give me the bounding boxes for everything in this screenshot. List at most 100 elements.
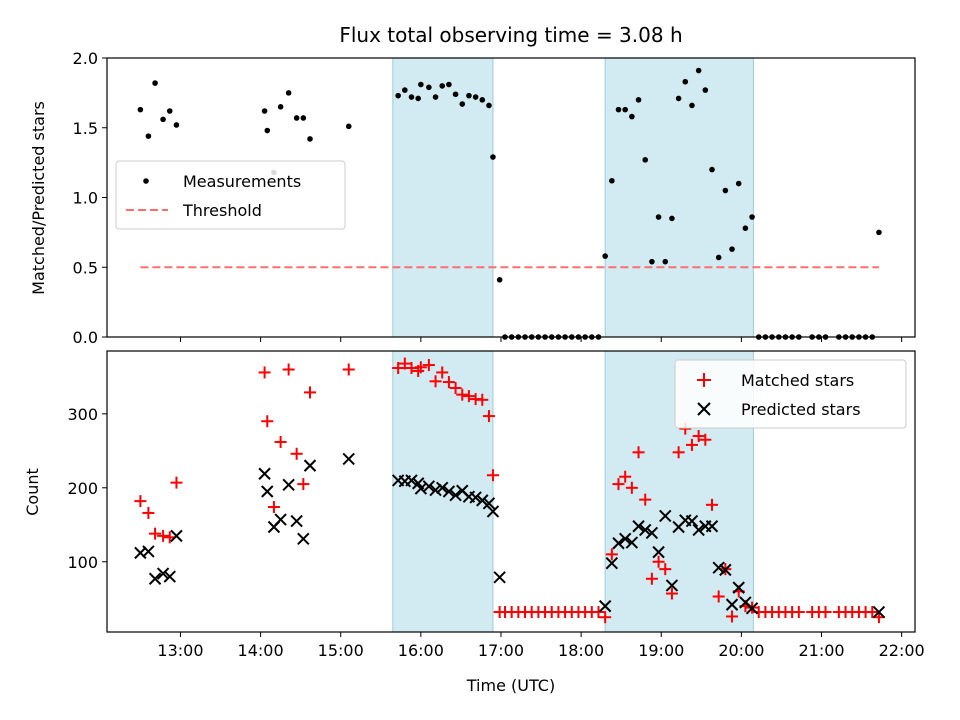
chart-title: Flux total observing time = 3.08 h — [339, 23, 682, 47]
matched-star-point — [599, 611, 612, 624]
measurement-point — [735, 180, 742, 187]
bottom-y-ticks: 100 200 300 — [67, 405, 107, 572]
matched-star-point — [632, 446, 645, 459]
measurement-point — [649, 258, 655, 265]
y-tick-label: 1.5 — [73, 119, 98, 138]
measurement-point — [145, 133, 152, 139]
measurement-point — [682, 78, 689, 85]
legend-measurements-marker — [143, 178, 149, 184]
measurement-point — [642, 157, 649, 163]
matched-star-point — [605, 548, 618, 561]
measurement-point — [285, 90, 292, 96]
measurement-point — [472, 94, 479, 100]
matched-star-point — [274, 435, 287, 448]
shaded-interval-1 — [604, 57, 754, 338]
measurement-point — [722, 187, 729, 194]
x-tick-label: 20:00 — [718, 641, 764, 660]
measurement-point — [729, 246, 735, 252]
measurement-point — [293, 115, 300, 121]
matched-star-point — [442, 376, 455, 389]
matched-star-point — [652, 555, 665, 568]
bottom-y-axis-label: Count — [23, 468, 42, 516]
predicted-star-point — [469, 491, 482, 504]
matched-star-point — [258, 366, 271, 379]
matched-star-point — [592, 606, 605, 619]
top-marks — [137, 67, 882, 340]
matched-star-point — [392, 362, 405, 375]
predicted-star-point — [719, 563, 732, 577]
y-tick-label: 100 — [67, 553, 98, 572]
measurement-point — [160, 116, 166, 123]
matched-star-point — [342, 363, 355, 376]
predicted-star-point — [652, 545, 665, 559]
matched-star-point — [267, 501, 280, 514]
x-tick-label: 19:00 — [638, 641, 684, 660]
measurement-point — [662, 258, 669, 265]
matched-star-point — [170, 476, 183, 489]
top-axes-frame — [106, 57, 916, 338]
matched-star-point — [297, 478, 310, 491]
measurement-point — [609, 177, 615, 184]
x-tick-label: 17:00 — [478, 641, 524, 660]
y-tick-label: 200 — [67, 479, 98, 498]
predicted-star-point — [436, 481, 449, 495]
matched-star-point — [712, 590, 725, 603]
measurement-point — [408, 94, 415, 100]
predicted-star-point — [274, 513, 287, 526]
predicted-star-point — [618, 532, 632, 546]
bottom-legend-box — [674, 359, 907, 429]
matched-star-point — [792, 606, 805, 619]
predicted-star-point — [148, 572, 162, 585]
measurement-point — [635, 97, 642, 103]
matched-star-point — [282, 363, 295, 376]
matched-star-point — [476, 393, 489, 406]
x-axis-label: Time (UTC) — [466, 676, 555, 695]
predicted-star-point — [493, 571, 506, 584]
matched-star-point — [659, 563, 672, 576]
predicted-star-point — [261, 485, 274, 498]
predicted-star-point — [605, 557, 619, 570]
matched-star-point — [619, 470, 632, 483]
predicted-star-point — [685, 514, 699, 528]
matched-star-point — [685, 438, 698, 451]
predicted-star-point — [612, 537, 625, 550]
x-tick-label: 18:00 — [558, 641, 604, 660]
predicted-star-point — [170, 529, 183, 543]
measurement-point — [486, 102, 492, 109]
x-tick-label: 22:00 — [879, 641, 925, 660]
measurement-point — [702, 87, 709, 93]
matched-star-point — [726, 610, 739, 623]
predicted-star-point — [745, 602, 759, 615]
measurement-point — [479, 97, 486, 103]
measurement-point — [264, 127, 271, 134]
measurement-point — [277, 104, 284, 110]
legend-matched-marker — [697, 373, 711, 387]
measurement-point — [689, 102, 695, 109]
x-tick-label: 15:00 — [318, 641, 364, 660]
measurement-point — [307, 136, 313, 142]
predicted-star-point — [712, 561, 725, 574]
predicted-star-point — [142, 545, 155, 558]
bottom-panel: 100 200 300 13:00 14:00 15:00 16:00 17:00 18:00… — [23, 350, 925, 695]
measurement-point — [675, 95, 682, 102]
predicted-star-point — [645, 526, 659, 540]
predicted-star-point — [598, 599, 612, 613]
matched-star-point — [449, 381, 462, 394]
matched-star-point — [398, 357, 411, 370]
matched-star-point — [692, 430, 705, 443]
predicted-star-point — [429, 483, 442, 497]
predicted-star-point — [290, 514, 303, 528]
predicted-star-point — [705, 520, 719, 533]
matched-star-point — [290, 447, 303, 460]
bottom-legend: Matched stars Predicted stars — [674, 359, 907, 429]
matched-star-point — [436, 366, 449, 379]
predicted-star-point — [449, 488, 462, 502]
top-legend-box — [115, 160, 346, 230]
measurement-point — [418, 81, 424, 88]
y-tick-label: 2.0 — [73, 49, 98, 68]
measurement-point — [466, 92, 472, 99]
matched-star-point — [456, 388, 469, 401]
predicted-star-point — [732, 581, 745, 594]
predicted-star-point — [476, 494, 489, 507]
legend-predicted-marker — [697, 402, 711, 416]
